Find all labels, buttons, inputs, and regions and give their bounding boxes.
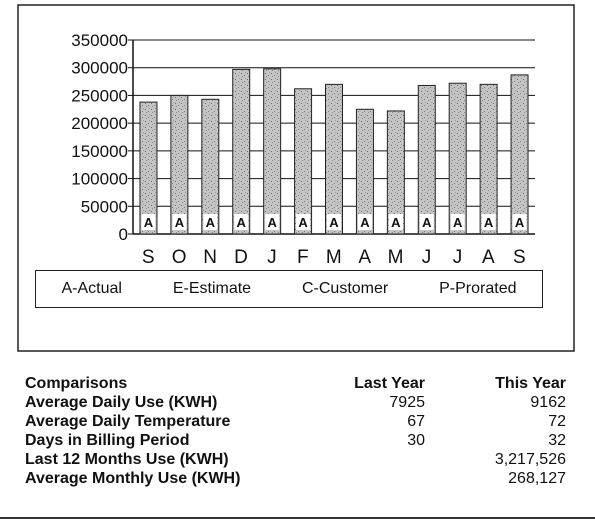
bar: [479, 83, 498, 235]
row-label: Last 12 Months Use (KWH): [25, 451, 229, 468]
bar: [448, 82, 467, 235]
x-category-label: J: [267, 247, 277, 268]
chart-legend: A-Actual E-Estimate C-Customer P-Prorate…: [35, 270, 543, 308]
x-category-label: M: [388, 247, 404, 268]
bar-marker-bg: [481, 214, 496, 230]
bar-marker-bg: [327, 214, 341, 230]
row-label: Days in Billing Period: [25, 432, 190, 449]
comparison-row-12-month-use: Last 12 Months Use (KWH) 3,217,526: [25, 450, 570, 469]
y-tick-label: 50000: [81, 197, 128, 216]
bar-marker-bg: [388, 214, 403, 230]
bar: [294, 88, 313, 235]
row-last-year: 67: [407, 413, 425, 430]
legend-item-estimate: E-Estimate: [172, 280, 252, 297]
comparison-row-daily-temperature: Average Daily Temperature 67 72: [25, 412, 570, 431]
row-label: Average Daily Use (KWH): [25, 394, 218, 411]
bar: [355, 108, 374, 235]
bar: [417, 84, 436, 235]
x-category-label: M: [326, 247, 342, 268]
y-tick-label: 0: [119, 225, 128, 244]
bar: [232, 68, 251, 235]
bar-marker-label: A: [391, 215, 401, 230]
bar-marker-label: A: [206, 215, 216, 230]
bar-marker-bg: [512, 214, 527, 230]
bar-marker-bg: [265, 214, 280, 230]
bar-marker-label: A: [422, 215, 432, 230]
bar-marker-label: A: [515, 215, 525, 230]
comparisons-table: Comparisons Last Year This Year Average …: [25, 374, 570, 488]
chart-panel-frame: [17, 4, 575, 352]
x-category-label: A: [358, 247, 371, 268]
bar-marker-bg: [172, 214, 187, 230]
x-category-label: J: [453, 247, 463, 268]
this-year-header: This Year: [495, 375, 566, 392]
x-category-label: N: [203, 247, 217, 268]
x-category-label: S: [142, 247, 155, 268]
bar-marker-bg: [357, 214, 372, 230]
comparisons-header-row: Comparisons Last Year This Year: [25, 374, 570, 393]
row-this-year: 268,127: [508, 470, 566, 487]
x-category-label: F: [297, 247, 309, 268]
y-tick-label: 150000: [71, 142, 128, 161]
row-last-year: 7925: [389, 394, 425, 411]
bar-marker-label: A: [237, 215, 247, 230]
bar-marker-label: A: [329, 215, 339, 230]
legend-item-prorated: P-Prorated: [439, 280, 517, 297]
legend-item-actual: A-Actual: [61, 280, 122, 297]
y-tick-label: 300000: [71, 59, 128, 78]
x-category-label: D: [234, 247, 248, 268]
y-tick-label: 200000: [71, 114, 128, 133]
row-this-year: 3,217,526: [494, 451, 566, 468]
x-category-label: A: [482, 247, 495, 268]
bar-marker-bg: [234, 214, 249, 230]
bar-marker-bg: [450, 214, 465, 230]
bar-marker-label: A: [144, 215, 154, 230]
bar-marker-label: A: [360, 215, 370, 230]
bar: [325, 83, 343, 235]
row-label: Average Daily Temperature: [25, 413, 231, 430]
x-category-label: J: [422, 247, 432, 268]
bar: [201, 98, 220, 235]
bar: [170, 94, 189, 235]
comparison-row-billing-days: Days in Billing Period 30 32: [25, 431, 570, 450]
x-category-label: O: [172, 247, 187, 268]
row-last-year: [305, 469, 425, 488]
bar-marker-label: A: [267, 215, 277, 230]
row-this-year: 72: [548, 413, 566, 430]
bar: [386, 110, 405, 235]
last-year-header: Last Year: [354, 375, 425, 392]
comparison-row-daily-use: Average Daily Use (KWH) 7925 9162: [25, 393, 570, 412]
row-last-year: 30: [407, 432, 425, 449]
x-category-label: S: [513, 247, 526, 268]
bar-marker-label: A: [298, 215, 308, 230]
row-last-year: [305, 450, 425, 469]
bar: [263, 68, 282, 235]
bar: [510, 74, 529, 235]
row-this-year: 9162: [530, 394, 566, 411]
bar-marker-bg: [141, 214, 156, 230]
y-tick-label: 100000: [71, 170, 128, 189]
bar-marker-label: A: [453, 215, 463, 230]
bar-marker-label: A: [484, 215, 494, 230]
y-tick-label: 250000: [71, 86, 128, 105]
bar: [139, 101, 158, 235]
bar-marker-label: A: [175, 215, 185, 230]
row-this-year: 32: [548, 432, 566, 449]
bar-marker-bg: [203, 214, 218, 230]
comparison-row-monthly-use: Average Monthly Use (KWH) 268,127: [25, 469, 570, 488]
legend-item-customer: C-Customer: [301, 280, 389, 297]
row-label: Average Monthly Use (KWH): [25, 470, 241, 487]
bar-marker-bg: [296, 214, 311, 230]
y-tick-labels: 350000 300000 250000 200000 150000 100000 5000…: [71, 31, 128, 244]
y-tick-label: 350000: [71, 31, 128, 50]
comparisons-title: Comparisons: [25, 375, 128, 392]
bar-marker-bg: [419, 214, 434, 230]
